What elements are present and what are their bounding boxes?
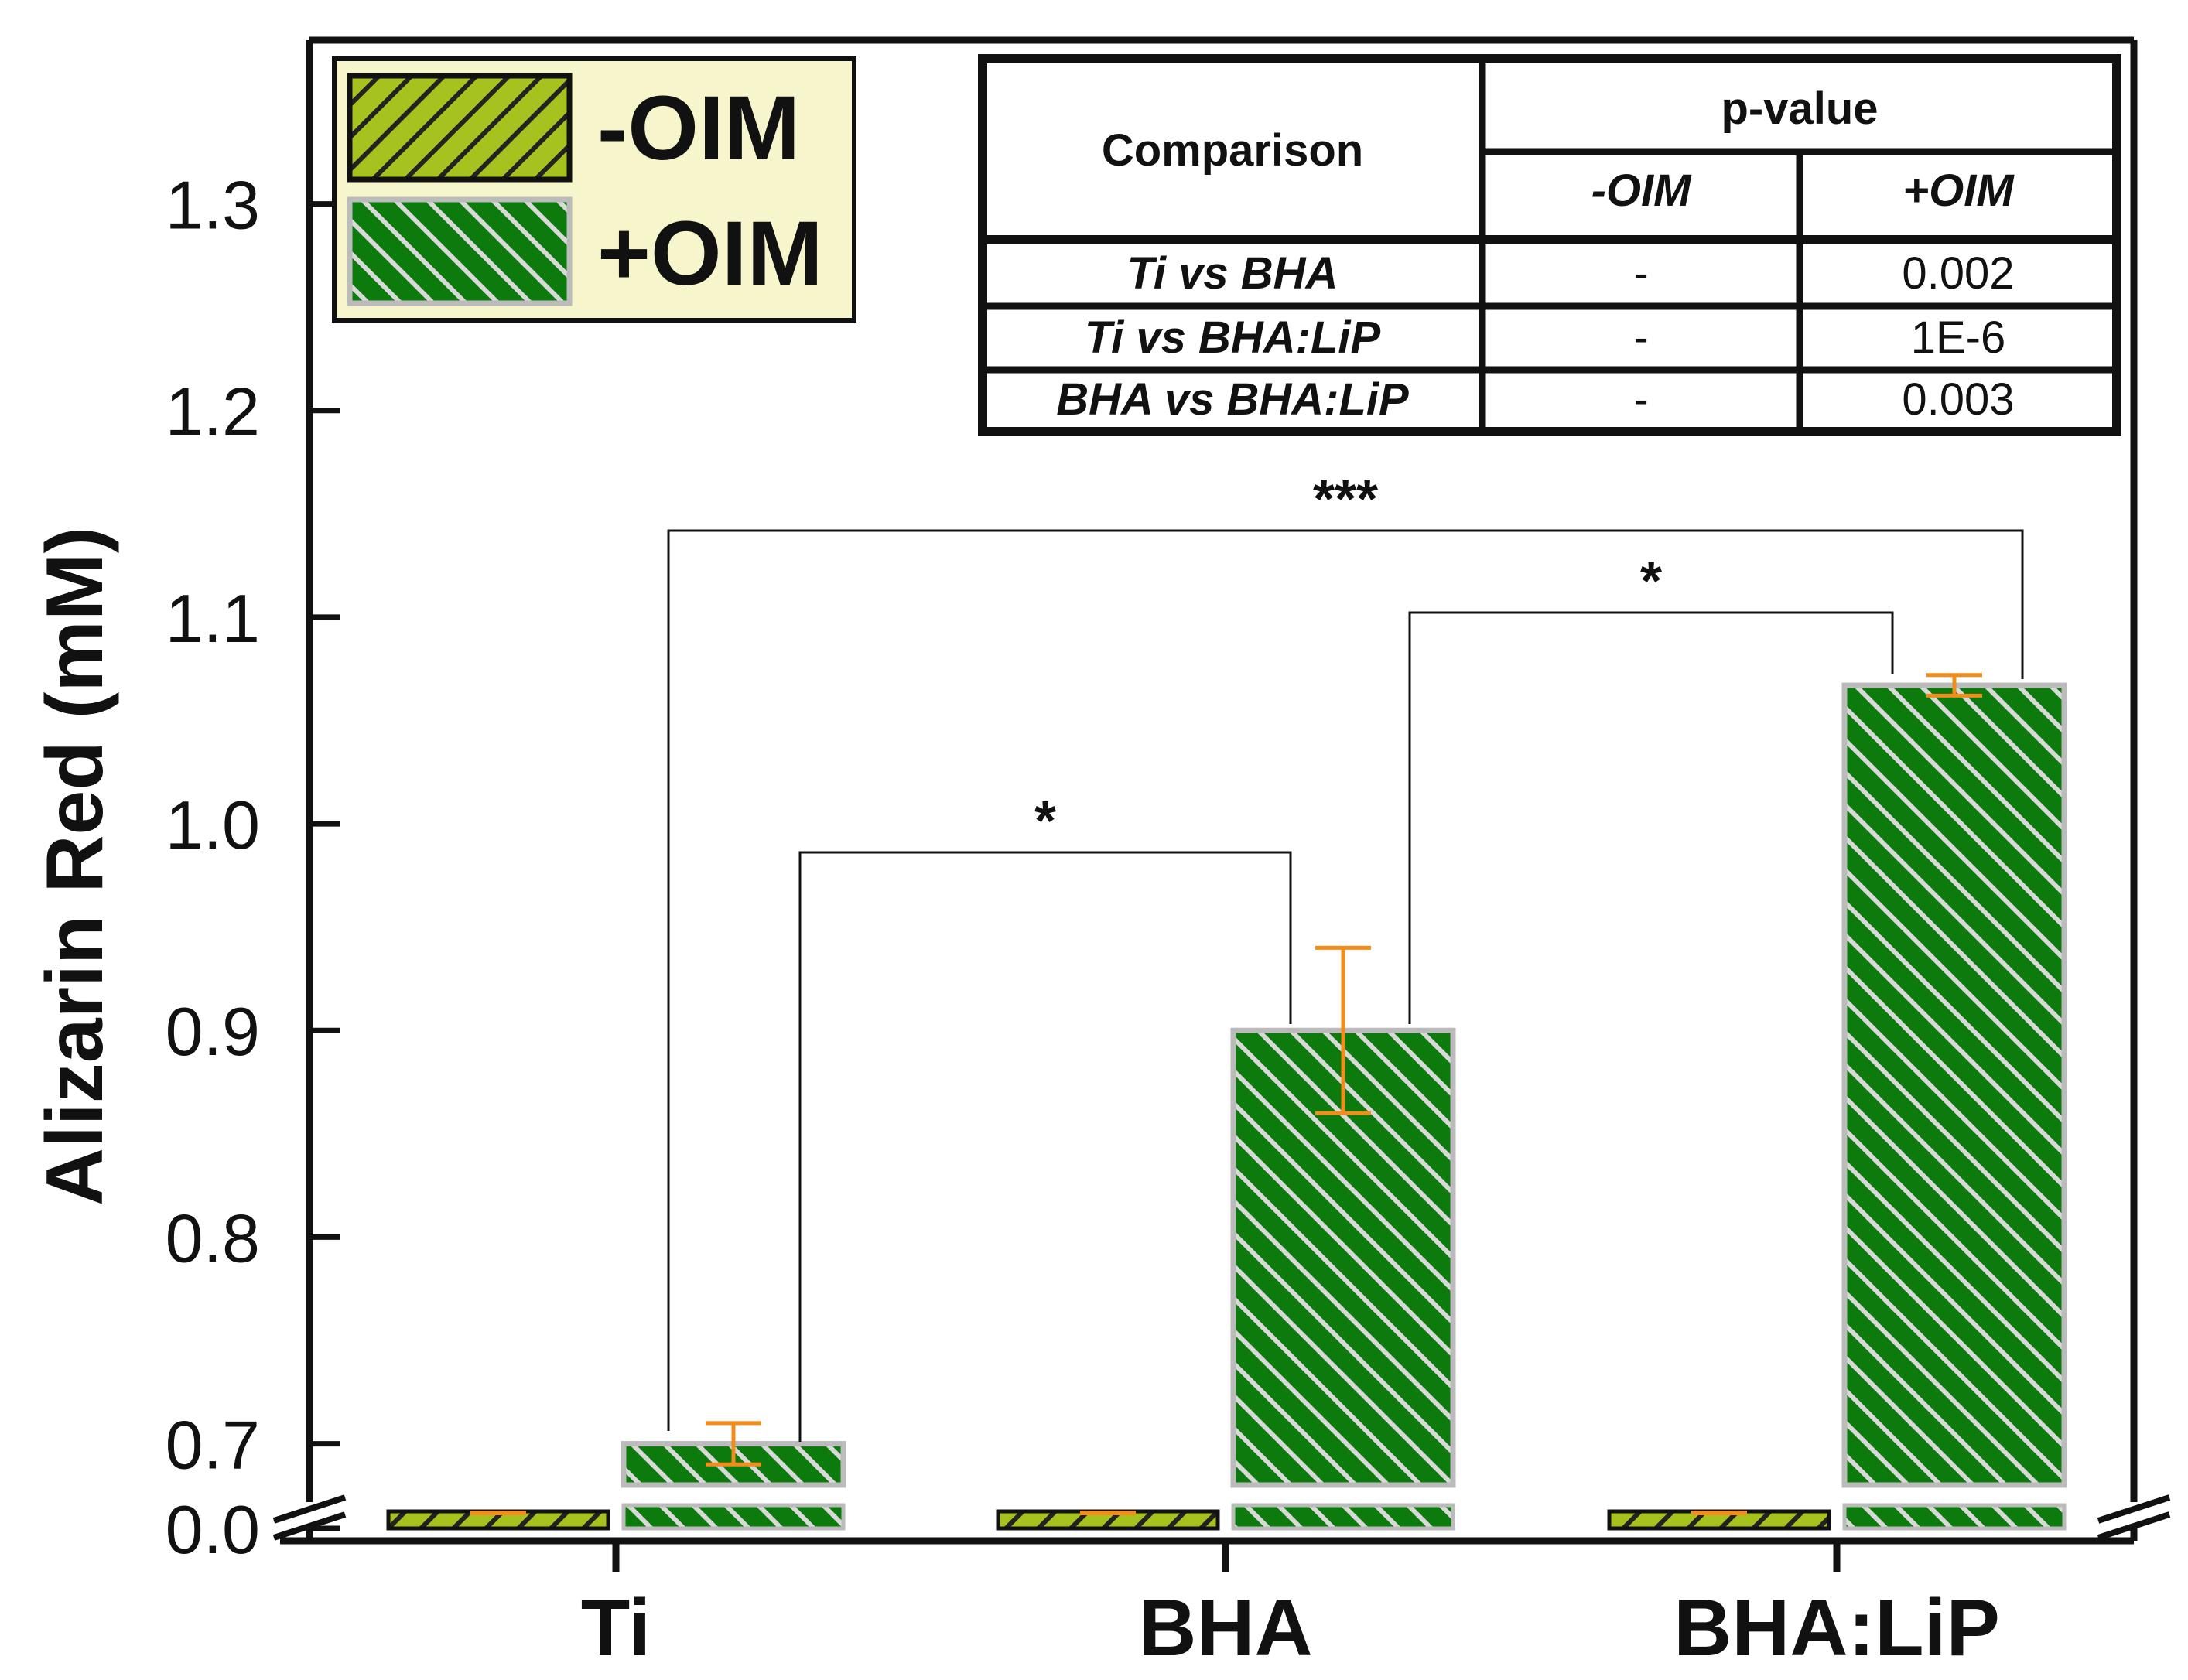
table-row-3-minus: - — [1633, 374, 1648, 425]
x-category-label: Ti — [581, 1583, 651, 1673]
sig-bracket-bha-bhalip: * — [1408, 551, 1894, 1024]
sig-bracket-ti-bha: * — [798, 790, 1292, 1442]
sig-label: * — [1640, 551, 1662, 613]
bar-stub-+OIM-BHA:LiP — [1842, 1503, 2067, 1531]
table-header-minus-oim: -OIM — [1591, 166, 1693, 216]
table-row-1-minus: - — [1633, 248, 1648, 299]
error-bar-+OIM-BHA:LiP — [1926, 673, 1982, 698]
sig-bracket-line — [1408, 611, 1894, 1024]
sig-label: * — [1034, 790, 1056, 852]
legend-label-minus-oim: -OIM — [597, 77, 800, 179]
table-header-comparison: Comparison — [1102, 125, 1363, 176]
bar-stub-+OIM-BHA — [1231, 1503, 1455, 1531]
y-tick-label: 0.9 — [166, 993, 260, 1070]
bar-stub-+OIM-Ti — [621, 1503, 846, 1531]
error-bar-+OIM-Ti — [706, 1421, 761, 1467]
x-category-label: BHA:LiP — [1673, 1583, 2000, 1673]
axis-break-mark-right — [2097, 1511, 2171, 1541]
legend-label-plus-oim: +OIM — [597, 203, 823, 305]
table-row-3-plus: 0.003 — [1902, 374, 2014, 425]
sig-bracket-line — [667, 529, 2024, 1431]
sig-bracket-ti-bhalip: *** — [667, 469, 2024, 1431]
pvalue-table: Comparison p-value -OIM +OIM Ti vs BHA -… — [978, 54, 2121, 436]
x-category-label: BHA — [1138, 1583, 1312, 1673]
y-tick-label: 1.1 — [166, 580, 260, 657]
y-tick-label: 0.7 — [166, 1407, 260, 1484]
y-tick-label: 1.2 — [166, 374, 260, 450]
table-row-3-comparison: BHA vs BHA:LiP — [1056, 374, 1409, 425]
y-axis-title: Alizarin Red (mM) — [30, 527, 120, 1206]
table-header-pvalue: p-value — [1721, 84, 1878, 134]
y-tick-label: 0.8 — [166, 1200, 260, 1276]
table-row-2-plus: 1E-6 — [1911, 312, 2006, 363]
legend-swatch-plus-oim — [347, 196, 573, 306]
y-tick-label: 1.3 — [166, 167, 260, 244]
table-row-2-comparison: Ti vs BHA:LiP — [1085, 312, 1381, 363]
error-bar-+OIM-BHA — [1315, 945, 1371, 1115]
bar-+OIM-BHA:LiP — [1841, 682, 2067, 1488]
table-header-plus-oim: +OIM — [1903, 166, 2015, 216]
y-tick-label: 1.0 — [166, 787, 260, 863]
table-row-1-plus: 0.002 — [1902, 248, 2014, 299]
table-row-1-comparison: Ti vs BHA — [1127, 248, 1338, 299]
legend-swatch-minus-oim — [347, 73, 573, 183]
axis-break-mark-left — [272, 1494, 347, 1524]
legend: -OIM +OIM — [332, 56, 856, 323]
axis-break-mark-right — [2097, 1494, 2171, 1524]
sig-label: *** — [1313, 469, 1378, 531]
sig-bracket-line — [798, 851, 1292, 1442]
y-tick-label: 0.0 — [166, 1491, 260, 1568]
table-row-2-minus: - — [1633, 312, 1648, 363]
